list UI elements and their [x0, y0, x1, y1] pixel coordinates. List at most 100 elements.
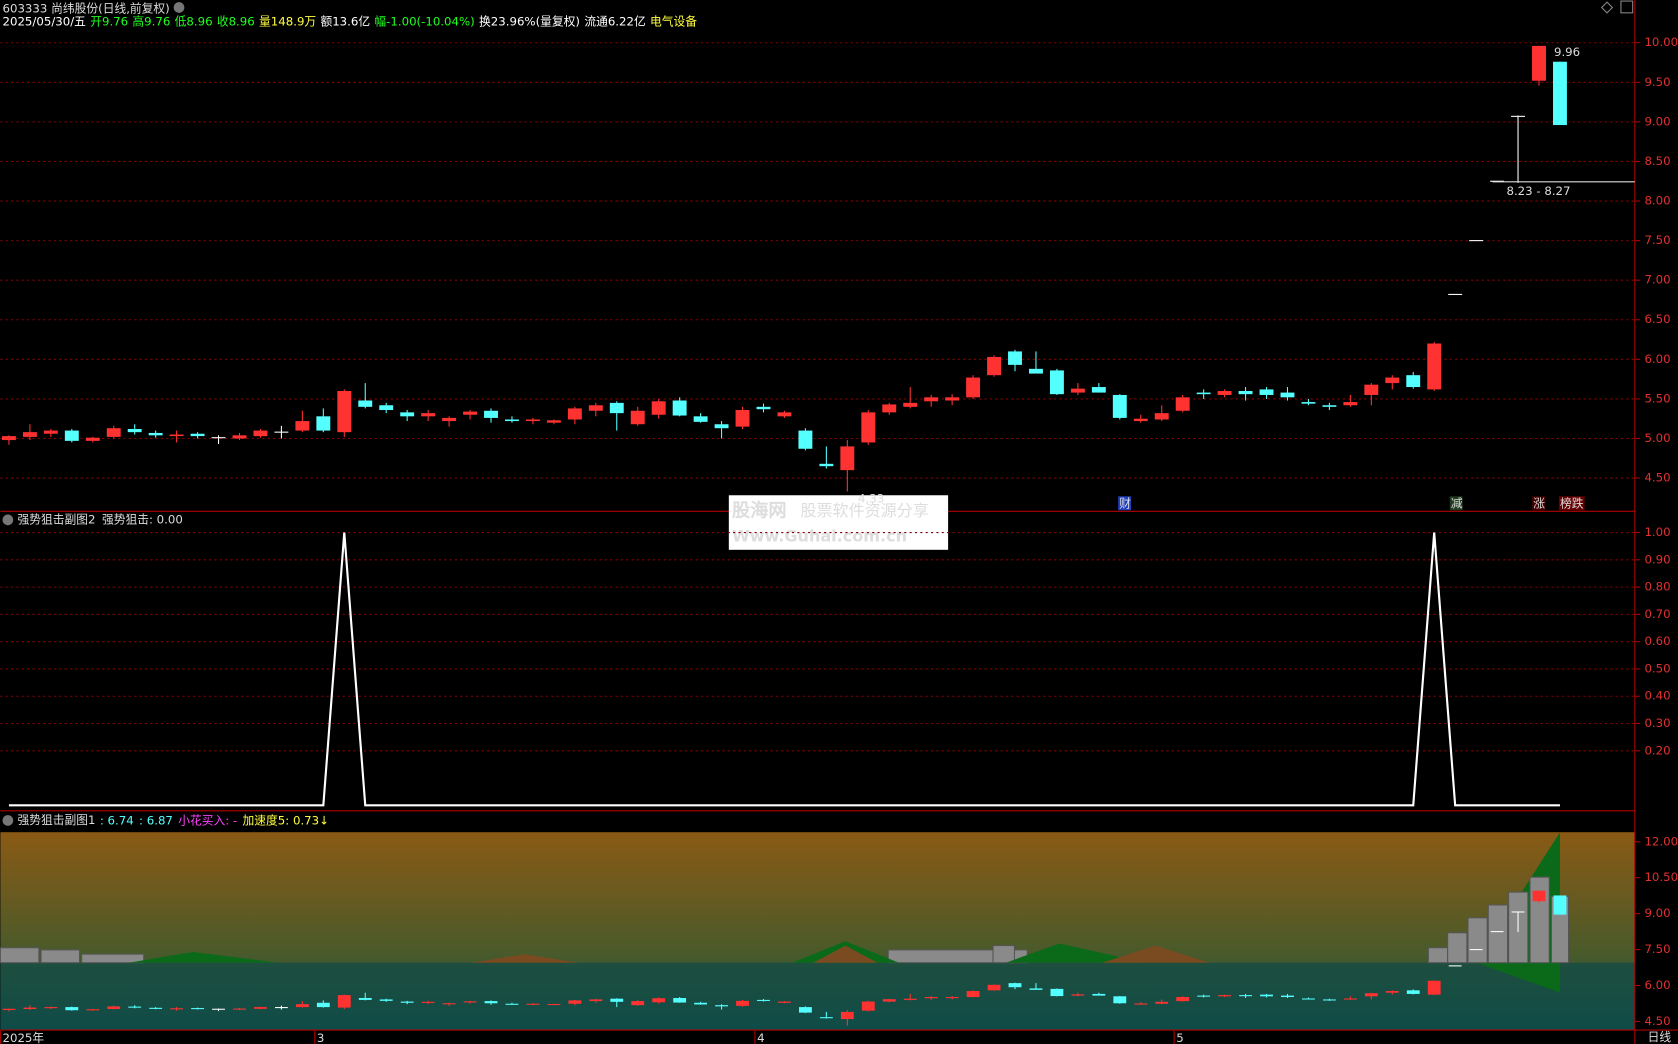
- candle-body: [43, 430, 58, 434]
- y-tick-label: 0.90: [1644, 552, 1670, 566]
- candle-body: [1532, 45, 1546, 81]
- candle-body: [1238, 390, 1253, 395]
- candle-body: [882, 404, 897, 413]
- y-tick-label: 0.80: [1644, 580, 1670, 594]
- candle-body: [798, 430, 813, 449]
- candle-body: [44, 1007, 58, 1009]
- high-label: 9.96: [1554, 45, 1580, 59]
- candle-body: [64, 430, 79, 441]
- candle-body: [1364, 384, 1379, 395]
- candle-body: [610, 998, 624, 1002]
- stock-code: 603333: [3, 1, 48, 15]
- y-tick-label: 7.00: [1644, 273, 1670, 287]
- y-tick-label: 6.00: [1644, 978, 1670, 992]
- quote-field: 额13.6亿: [320, 14, 370, 28]
- y-tick-label: 0.50: [1644, 661, 1670, 675]
- candle-body: [484, 410, 498, 418]
- candle-body: [148, 432, 163, 436]
- y-tick-label: 9.00: [1644, 906, 1670, 920]
- candle-body: [903, 998, 917, 1000]
- window-button[interactable]: [1600, 1, 1614, 14]
- candle-body: [903, 402, 918, 407]
- candle-body: [1134, 1003, 1148, 1005]
- candle-body: [421, 1001, 435, 1003]
- stock-mode: (日线,前复权): [98, 1, 170, 15]
- y-tick-label: 5.00: [1644, 431, 1670, 445]
- candle-body: [966, 377, 981, 398]
- y-tick-label: 0.30: [1644, 716, 1670, 730]
- dropdown-icon[interactable]: [2, 514, 14, 526]
- signal-line: [8, 532, 1560, 807]
- candle-body: [232, 435, 247, 439]
- candle-body: [1322, 405, 1337, 407]
- candle-body: [1343, 998, 1357, 1000]
- candle-body: [1092, 993, 1106, 996]
- candle-body: [1385, 377, 1400, 384]
- watermark: 股海网 股票软件资源分享 Www.Guhai.com.cn: [728, 495, 949, 550]
- candle-body: [1029, 988, 1043, 990]
- candle-body: [798, 1007, 812, 1013]
- candle-body: [861, 412, 876, 443]
- candle-body: [1427, 343, 1442, 390]
- candle-body: [715, 1005, 728, 1007]
- candle-body: [358, 997, 372, 1000]
- candle-body: [65, 1007, 79, 1011]
- candle-body: [316, 1002, 330, 1008]
- candle-body: [945, 997, 959, 999]
- candle-body: [463, 1001, 477, 1003]
- candle-body: [337, 995, 351, 1008]
- candle-body: [107, 1006, 121, 1010]
- candle-body: [358, 400, 373, 407]
- candle-body: [547, 1003, 561, 1006]
- y-tick-label: 9.00: [1644, 114, 1670, 128]
- y-tick-label: 7.50: [1644, 233, 1670, 247]
- candle-body: [421, 413, 436, 417]
- y-tick-label: 5.50: [1644, 391, 1670, 405]
- y-tick-label: 4.50: [1644, 1014, 1670, 1028]
- candle-body: [1, 436, 16, 441]
- watermark-brand: 股海网: [731, 499, 787, 521]
- candle-body: [777, 412, 792, 417]
- candle-body: [1322, 999, 1336, 1001]
- dropdown-icon[interactable]: [2, 815, 14, 826]
- candle-body: [400, 1001, 414, 1003]
- dropdown-icon[interactable]: [173, 2, 185, 13]
- quote-field: 收8.96: [217, 14, 255, 28]
- watermark-url: Www.Guhai.com.cn: [732, 526, 907, 545]
- candle-body: [1406, 375, 1421, 388]
- candle-body: [672, 400, 687, 416]
- candle-body: [1259, 389, 1274, 395]
- y-tick-label: 4.50: [1644, 471, 1670, 485]
- panel-title: 强势狙击副图2: [17, 512, 95, 526]
- candle-body: [23, 1007, 37, 1010]
- candle-body: [379, 405, 394, 410]
- candle-body: [1070, 388, 1085, 393]
- candle-body: [442, 1003, 456, 1005]
- candle-body: [1029, 368, 1043, 374]
- candle-body: [253, 430, 268, 437]
- quote-field: 高9.76: [132, 14, 170, 28]
- candle-body: [819, 463, 834, 467]
- y-tick-label: 10.50: [1644, 870, 1678, 884]
- y-tick-label: 8.50: [1644, 154, 1670, 168]
- event-badge: [1532, 496, 1545, 511]
- candle-body: [106, 428, 121, 437]
- panel-title: 强势狙击副图1: [17, 813, 95, 827]
- event-badge: [1449, 496, 1463, 511]
- y-tick-label: 0.40: [1644, 689, 1670, 703]
- candle-body: [736, 1000, 749, 1006]
- candle-body: [673, 997, 687, 1003]
- window-button[interactable]: [1620, 0, 1634, 14]
- candle-body: [694, 1002, 708, 1005]
- candle-body: [1218, 995, 1232, 997]
- candle-body: [1280, 392, 1295, 398]
- y-tick-label: 0.20: [1644, 743, 1670, 757]
- panel-ground: [0, 962, 1635, 1031]
- candle-body: [85, 437, 100, 441]
- candle-body: [1427, 980, 1441, 995]
- x-tick-label: 3: [317, 1031, 324, 1044]
- event-label: 减: [1451, 496, 1463, 510]
- event-label: 涨: [1533, 496, 1545, 510]
- candle-body: [1302, 998, 1315, 1000]
